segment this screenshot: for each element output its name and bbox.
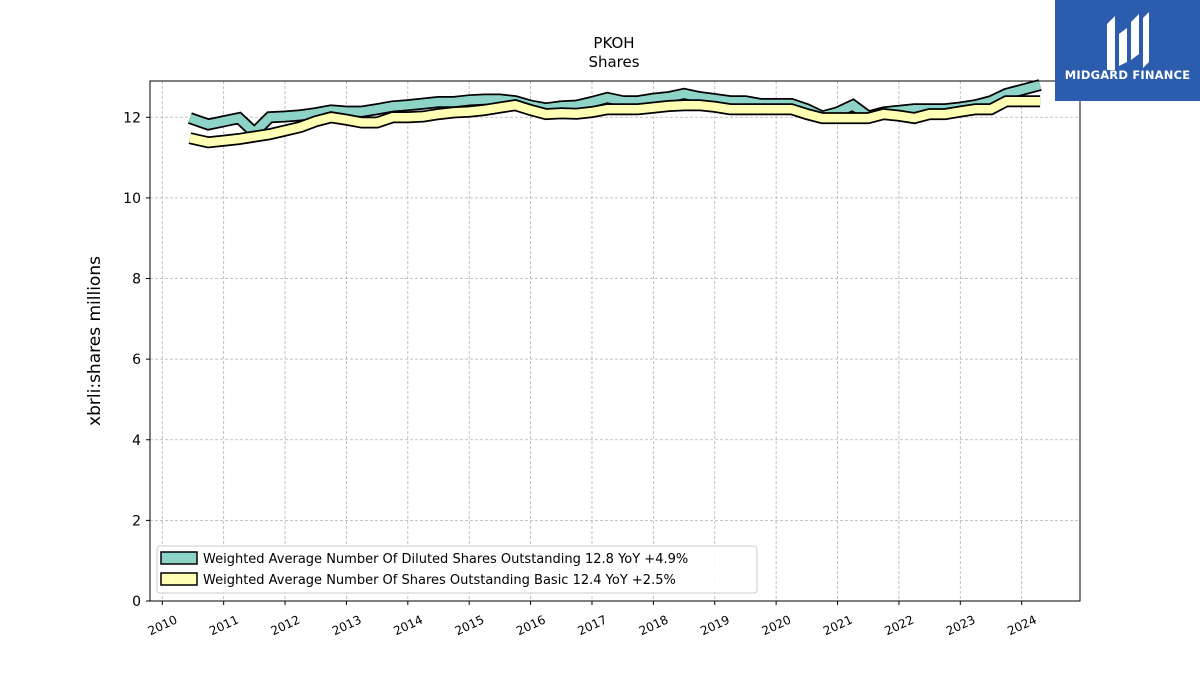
legend-label: Weighted Average Number Of Diluted Share…: [203, 552, 688, 567]
x-tick-label: 2014: [391, 613, 425, 639]
y-tick-label: 10: [123, 191, 141, 207]
legend-swatch: [160, 572, 198, 586]
y-tick-label: 8: [132, 272, 141, 288]
y-axis-label: xbrli:shares millions: [85, 256, 105, 426]
x-tick-label: 2017: [575, 613, 609, 639]
axes: 2010 2011 2012 2013 2014 2015 2016 2017 2018 2019…: [123, 110, 1039, 638]
midgard-finance-logo-icon: [1107, 12, 1149, 70]
legend-swatch: [160, 551, 198, 565]
x-tick-label: 2024: [1005, 613, 1039, 639]
x-tick-label: 2016: [514, 613, 548, 639]
chart-subtitle: Shares: [588, 53, 639, 71]
y-tick-label: 2: [132, 513, 141, 529]
x-tick-label: 2018: [637, 613, 671, 639]
y-tick-label: 6: [132, 352, 141, 368]
legend: Weighted Average Number Of Diluted Share…: [156, 545, 758, 594]
x-tick-label: 2021: [821, 613, 855, 639]
grid: [150, 81, 1080, 602]
y-tick-label: 12: [123, 110, 141, 126]
x-tick-label: 2010: [146, 613, 180, 639]
plot-area-frame: [149, 80, 1081, 602]
brand-name: MIDGARD FINANCE: [1064, 68, 1191, 82]
x-tick-label: 2013: [330, 613, 364, 639]
chart-title: PKOH: [593, 34, 634, 52]
legend-label: Weighted Average Number Of Shares Outsta…: [203, 573, 676, 588]
x-tick-label: 2019: [698, 613, 732, 639]
series-line: [188, 96, 1041, 147]
x-tick-label: 2011: [207, 613, 241, 639]
x-tick-label: 2022: [882, 613, 916, 639]
x-tick-label: 2012: [269, 613, 303, 639]
y-tick-label: 0: [132, 594, 141, 610]
x-tick-label: 2020: [760, 613, 794, 639]
legend-box: [156, 545, 758, 594]
x-tick-label: 2023: [944, 613, 978, 639]
plot-series: [187, 79, 1042, 149]
y-tick-label: 4: [132, 433, 141, 449]
x-tick-label: 2015: [453, 613, 487, 639]
brand-logo: MIDGARD FINANCE: [1055, 0, 1200, 101]
